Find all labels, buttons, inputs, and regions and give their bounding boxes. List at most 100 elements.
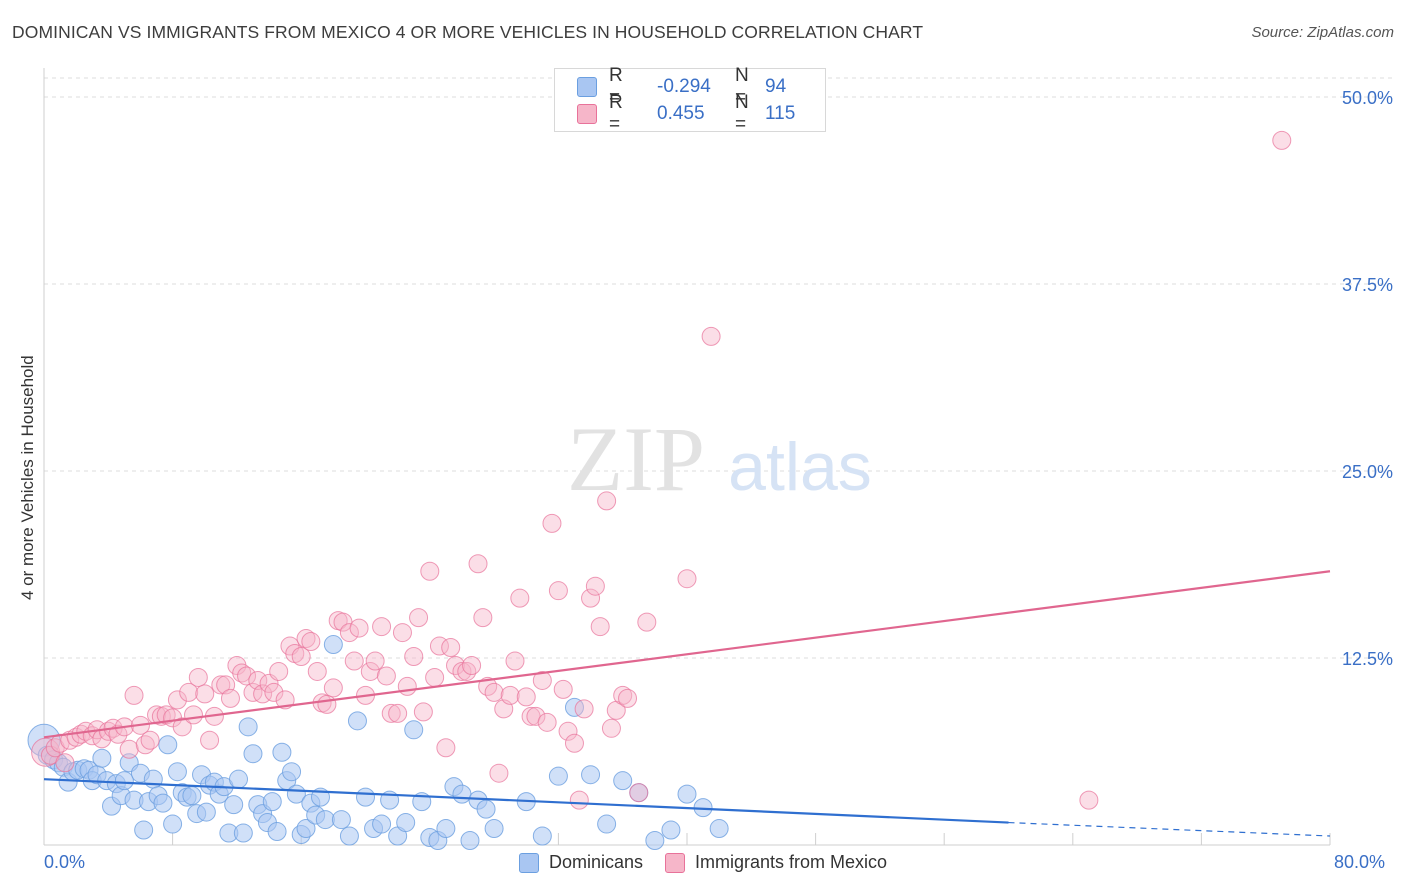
point-mexico [1272, 130, 1292, 150]
point-dominicans [196, 802, 216, 822]
point-mexico [701, 326, 721, 346]
legend-item-mexico[interactable]: Immigrants from Mexico [665, 852, 887, 873]
point-mexico [581, 588, 601, 608]
r-value-dominicans: -0.294 [657, 76, 711, 97]
point-dominicans [224, 795, 244, 815]
point-dominicans [272, 742, 292, 762]
x-tick-label-min: 0.0% [44, 852, 86, 872]
y-tick-label: 12.5% [1342, 649, 1393, 669]
point-dominicans [645, 831, 665, 851]
point-mexico [548, 581, 568, 601]
point-mexico [124, 685, 144, 705]
legend-item-dominicans[interactable]: Dominicans [518, 852, 643, 873]
r-label: R = [609, 92, 623, 135]
point-mexico [484, 682, 504, 702]
point-dominicans [677, 784, 697, 804]
point-dominicans [323, 635, 343, 655]
point-mexico [339, 623, 359, 643]
point-mexico [365, 651, 385, 671]
point-mexico [372, 617, 392, 637]
point-mexico [269, 661, 289, 681]
point-mexico [516, 687, 536, 707]
point-mexico [468, 554, 488, 574]
watermark-zip: ZIP [567, 408, 705, 510]
point-mexico [564, 733, 584, 753]
point-dominicans [229, 769, 249, 789]
n-label: N = [735, 65, 749, 108]
legend-swatch-dominicans [577, 77, 597, 97]
point-mexico [360, 661, 380, 681]
point-mexico [376, 666, 396, 686]
point-mexico [637, 612, 657, 632]
point-mexico [211, 675, 231, 695]
trend-lines [43, 570, 1331, 837]
point-mexico [349, 618, 369, 638]
source-label: Source: ZipAtlas.com [1251, 24, 1394, 41]
point-mexico [119, 739, 139, 759]
point-dominicans [372, 814, 392, 834]
point-mexico [1079, 790, 1099, 810]
point-mexico [601, 718, 621, 738]
gridlines [44, 77, 1392, 659]
y-tick-label: 25.0% [1342, 462, 1393, 482]
point-mexico [500, 685, 520, 705]
point-mexico [537, 712, 557, 732]
point-mexico [585, 576, 605, 596]
point-mexico [409, 608, 429, 628]
point-mexico [462, 655, 482, 675]
point-dominicans [134, 820, 154, 840]
point-dominicans [233, 823, 253, 843]
point-mexico [574, 699, 594, 719]
point-dominicans [282, 762, 302, 782]
point-dominicans [153, 793, 173, 813]
y-tick-label: 37.5% [1342, 275, 1393, 295]
point-mexico [243, 682, 263, 702]
point-mexico [420, 561, 440, 581]
point-mexico [307, 661, 327, 681]
point-mexico [188, 667, 208, 687]
point-mexico [317, 694, 337, 714]
point-mexico [452, 661, 472, 681]
point-dominicans [404, 720, 424, 740]
point-mexico [441, 638, 461, 658]
point-dominicans [347, 711, 367, 731]
point-dominicans [114, 771, 134, 791]
legend-label-dominicans: Dominicans [548, 852, 643, 872]
point-dominicans [661, 820, 681, 840]
point-mexico [167, 690, 187, 710]
point-mexico [264, 682, 284, 702]
r-value-mexico: 0.455 [657, 103, 705, 124]
point-mexico [275, 690, 295, 710]
point-mexico [597, 491, 617, 511]
point-dominicans [296, 819, 316, 839]
y-tick-label: 50.0% [1342, 88, 1393, 108]
point-mexico [388, 703, 408, 723]
point-dominicans [167, 762, 187, 782]
point-dominicans [243, 744, 263, 764]
point-dominicans [396, 813, 416, 833]
point-dominicans [548, 766, 568, 786]
n-value-mexico: 115 [765, 103, 796, 124]
point-mexico [618, 688, 638, 708]
point-mexico [542, 513, 562, 533]
point-mexico [553, 679, 573, 699]
series-dominicans [27, 635, 729, 851]
point-dominicans [597, 814, 617, 834]
point-dominicans [339, 826, 359, 846]
point-dominicans [460, 831, 480, 851]
point-dominicans [484, 819, 504, 839]
legend-swatch-mexico [577, 104, 597, 124]
point-dominicans [238, 717, 258, 737]
watermark-atlas: atlas [728, 429, 872, 505]
stats-legend: R = -0.294 N = 94 R = 0.455 N = 115 [554, 65, 826, 135]
point-mexico [590, 617, 610, 637]
trend-line-mexico [43, 570, 1331, 739]
legend-label-mexico: Immigrants from Mexico [695, 852, 888, 872]
point-mexico [140, 730, 160, 750]
legend-row-dominicans: R = -0.294 N = 94 [577, 65, 786, 108]
point-dominicans [581, 765, 601, 785]
point-dominicans [92, 748, 112, 768]
point-mexico [108, 724, 128, 744]
point-dominicans [315, 810, 335, 830]
